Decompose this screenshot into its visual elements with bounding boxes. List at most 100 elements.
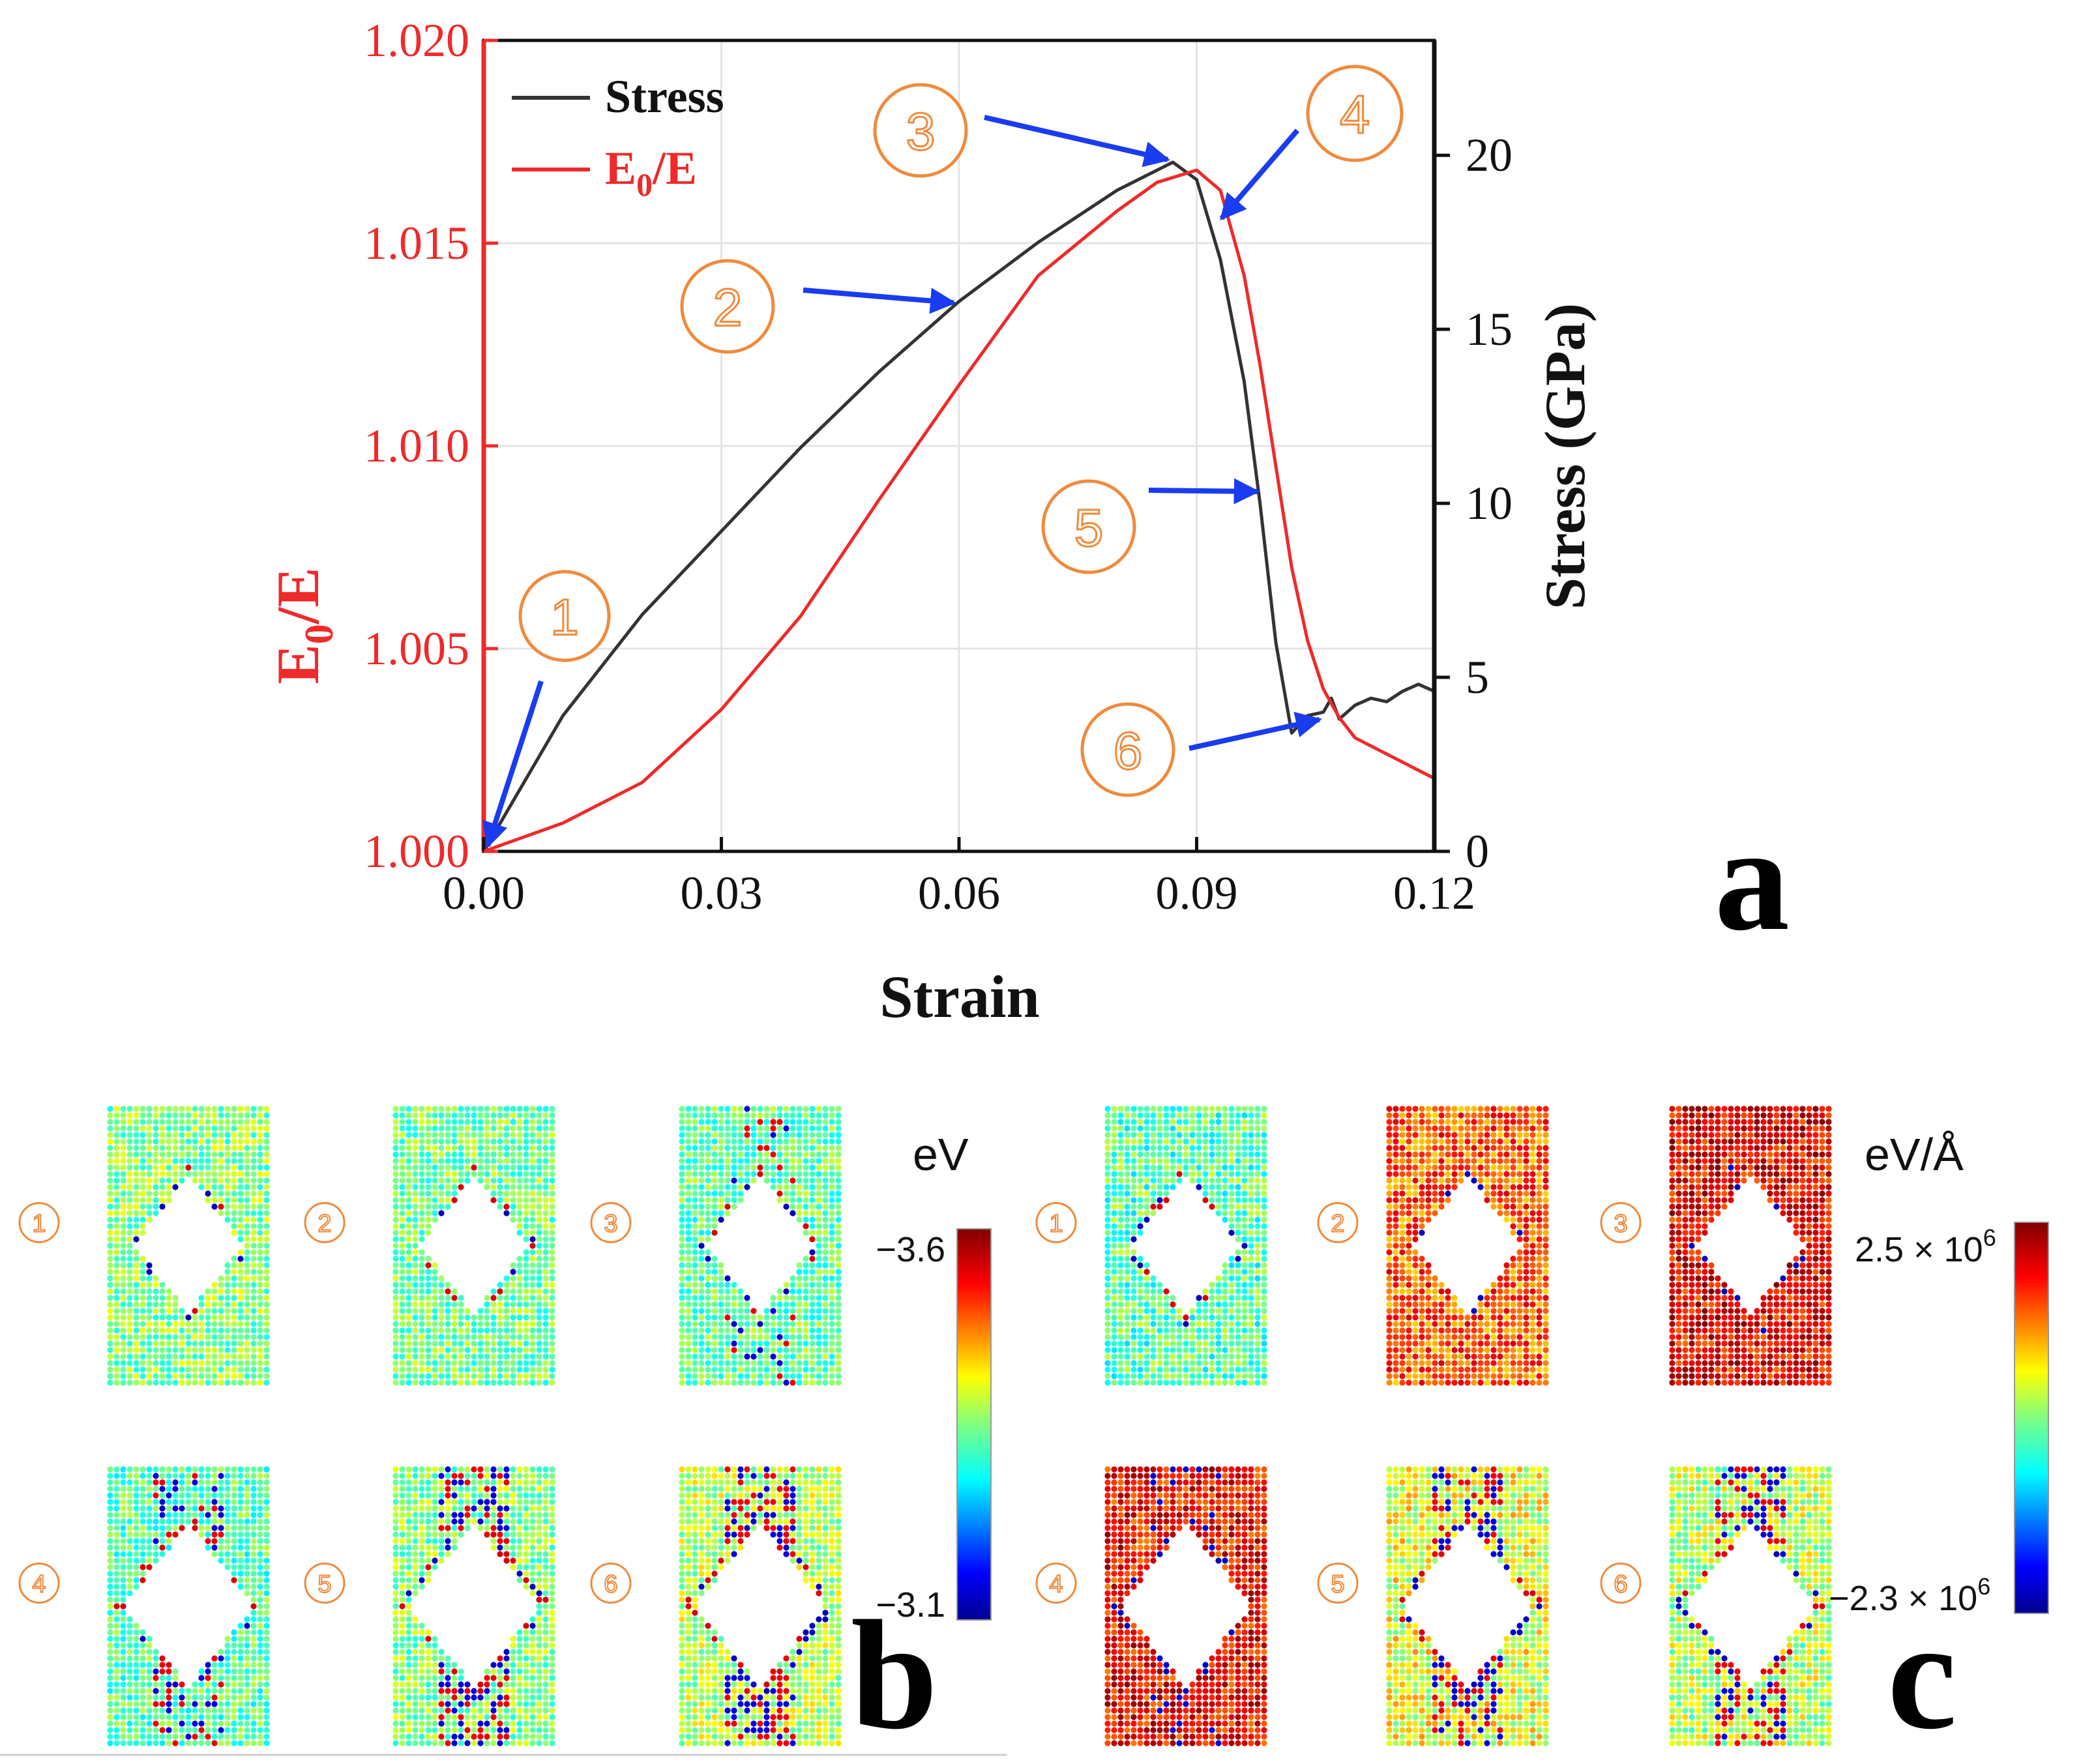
atom <box>510 1190 516 1197</box>
atom <box>835 1106 842 1112</box>
atom <box>484 1675 490 1681</box>
atom <box>692 1177 698 1184</box>
atom <box>406 1623 412 1629</box>
atom <box>835 1538 842 1544</box>
atom <box>685 1119 692 1125</box>
atom <box>425 1499 432 1505</box>
atom <box>776 1505 783 1512</box>
atom <box>432 1334 438 1340</box>
atom <box>523 1334 529 1340</box>
atom <box>159 1184 166 1190</box>
atom <box>205 1499 211 1505</box>
atom <box>425 1577 432 1583</box>
atom <box>809 1505 816 1512</box>
atom <box>113 1720 120 1727</box>
atom <box>166 1694 172 1701</box>
atom <box>237 1373 244 1379</box>
atom <box>166 1119 172 1125</box>
atom <box>698 1557 705 1564</box>
atom <box>835 1531 842 1538</box>
atom <box>510 1740 516 1746</box>
atom <box>244 1668 250 1675</box>
atom <box>750 1119 757 1125</box>
atom <box>133 1151 140 1158</box>
atom <box>737 1544 744 1551</box>
atom <box>471 1688 477 1694</box>
atom <box>419 1112 425 1119</box>
atom <box>718 1499 724 1505</box>
atom <box>263 1145 270 1151</box>
atom <box>477 1327 484 1334</box>
atom <box>211 1662 218 1668</box>
atom <box>113 1132 120 1138</box>
atom <box>744 1171 750 1177</box>
atom <box>523 1623 529 1629</box>
atom <box>113 1210 120 1216</box>
atom <box>763 1112 770 1119</box>
atom <box>809 1642 816 1649</box>
atom <box>451 1675 458 1681</box>
atom <box>692 1347 698 1353</box>
atom <box>835 1610 842 1616</box>
atom <box>835 1583 842 1590</box>
atom <box>198 1379 205 1386</box>
atom <box>198 1531 205 1538</box>
atom <box>484 1525 490 1531</box>
atom <box>257 1701 263 1707</box>
atom <box>399 1473 406 1479</box>
atom <box>120 1668 126 1675</box>
atom <box>685 1466 692 1473</box>
atom <box>425 1688 432 1694</box>
atom <box>835 1242 842 1249</box>
atom <box>744 1119 750 1125</box>
atom <box>803 1360 809 1366</box>
atom <box>218 1340 224 1347</box>
atom <box>231 1256 237 1262</box>
atom <box>113 1177 120 1184</box>
atom <box>549 1275 555 1282</box>
atom <box>536 1301 542 1308</box>
atom <box>516 1216 523 1223</box>
atom <box>231 1694 237 1701</box>
atom <box>211 1740 218 1746</box>
atom <box>205 1138 211 1145</box>
atom <box>705 1570 711 1577</box>
atom <box>126 1229 133 1236</box>
atom <box>724 1301 731 1308</box>
atom <box>783 1518 790 1525</box>
atom <box>458 1321 464 1327</box>
atomistic-snapshot <box>679 1106 842 1386</box>
atom <box>263 1505 270 1512</box>
atom <box>458 1668 464 1675</box>
atom <box>425 1308 432 1314</box>
atom <box>432 1518 438 1525</box>
atom <box>120 1623 126 1629</box>
atom <box>711 1288 718 1295</box>
atom <box>685 1366 692 1373</box>
atom <box>159 1132 166 1138</box>
atom <box>126 1642 133 1649</box>
atom <box>809 1145 816 1151</box>
atom <box>711 1518 718 1525</box>
atom <box>205 1681 211 1688</box>
atom <box>536 1256 542 1262</box>
atom <box>406 1629 412 1636</box>
atom <box>425 1229 432 1236</box>
atom <box>724 1321 731 1327</box>
atom <box>536 1321 542 1327</box>
atom <box>172 1314 179 1321</box>
atom <box>549 1662 555 1668</box>
atom <box>166 1479 172 1486</box>
atom <box>737 1301 744 1308</box>
atom <box>159 1681 166 1688</box>
atom <box>432 1499 438 1505</box>
atom <box>419 1210 425 1216</box>
atom <box>113 1538 120 1544</box>
atom <box>406 1262 412 1269</box>
atom <box>399 1366 406 1373</box>
atom <box>198 1479 205 1486</box>
atom <box>705 1347 711 1353</box>
atom <box>392 1321 399 1327</box>
atom <box>692 1499 698 1505</box>
atom <box>198 1145 205 1151</box>
